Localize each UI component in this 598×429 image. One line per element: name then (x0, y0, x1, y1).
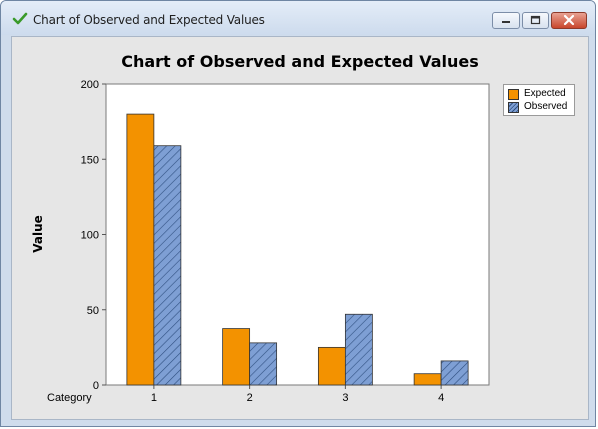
bar-chart: Chart of Observed and Expected Values Va… (31, 52, 490, 404)
legend-item-observed: Observed (508, 101, 574, 114)
bar-expected (317, 346, 346, 386)
title-bar[interactable]: Chart of Observed and Expected Values (1, 1, 595, 35)
bar-expected (222, 328, 251, 386)
legend-label-observed: Observed (524, 101, 568, 112)
minimize-icon (502, 21, 510, 23)
x-tick-label: 1 (151, 392, 157, 404)
bar-expected (126, 113, 155, 386)
x-tick-label: 2 (247, 392, 253, 404)
y-tick-label: 0 (93, 380, 99, 392)
close-icon (563, 14, 575, 26)
window-title: Chart of Observed and Expected Values (33, 13, 265, 27)
bar-observed (440, 360, 469, 386)
chart-panel: Chart of Observed and Expected Values Va… (11, 36, 589, 420)
y-tick-label: 150 (81, 154, 99, 166)
y-tick-label: 100 (81, 230, 99, 242)
observed-swatch (508, 102, 519, 113)
y-tick-label: 200 (81, 79, 99, 91)
close-button[interactable] (551, 12, 587, 29)
bar-observed (344, 313, 373, 386)
legend-label-expected: Expected (524, 88, 566, 99)
expected-swatch (508, 89, 519, 100)
bars (126, 113, 469, 386)
maximize-button[interactable] (522, 12, 549, 29)
bar-expected (413, 373, 442, 386)
x-axis: 1 2 3 4 (151, 385, 444, 404)
y-axis: 0 50 100 150 200 (81, 79, 106, 392)
legend: Expected Observed (503, 84, 575, 116)
maximize-icon (530, 15, 541, 25)
x-axis-label: Category (47, 392, 92, 404)
bar-observed (153, 145, 182, 386)
checkmark-icon (12, 12, 28, 25)
legend-item-expected: Expected (508, 88, 574, 101)
y-axis-label: Value (31, 215, 45, 253)
bar-observed (249, 342, 278, 386)
x-tick-label: 4 (438, 392, 444, 404)
x-tick-label: 3 (342, 392, 348, 404)
minimize-button[interactable] (492, 12, 520, 29)
y-tick-label: 50 (87, 305, 99, 317)
chart-title: Chart of Observed and Expected Values (121, 52, 479, 71)
